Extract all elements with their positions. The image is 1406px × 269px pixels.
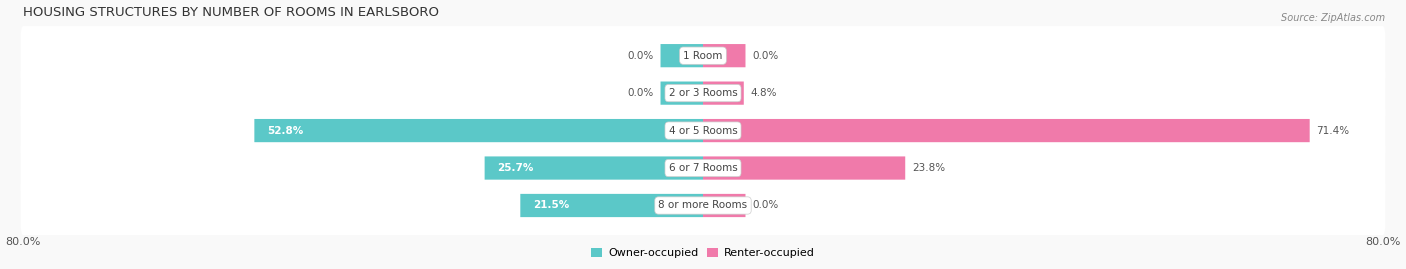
Text: 21.5%: 21.5% bbox=[533, 200, 569, 211]
Text: 52.8%: 52.8% bbox=[267, 126, 304, 136]
FancyBboxPatch shape bbox=[661, 82, 703, 105]
FancyBboxPatch shape bbox=[21, 139, 1385, 198]
FancyBboxPatch shape bbox=[703, 157, 905, 180]
FancyBboxPatch shape bbox=[703, 119, 1309, 142]
FancyBboxPatch shape bbox=[703, 44, 745, 67]
FancyBboxPatch shape bbox=[21, 101, 1385, 160]
Text: 25.7%: 25.7% bbox=[498, 163, 534, 173]
Text: 23.8%: 23.8% bbox=[912, 163, 945, 173]
Text: 4.8%: 4.8% bbox=[751, 88, 778, 98]
Text: 0.0%: 0.0% bbox=[627, 51, 654, 61]
FancyBboxPatch shape bbox=[21, 176, 1385, 235]
Text: 6 or 7 Rooms: 6 or 7 Rooms bbox=[669, 163, 737, 173]
FancyBboxPatch shape bbox=[21, 63, 1385, 123]
FancyBboxPatch shape bbox=[254, 119, 703, 142]
Text: 2 or 3 Rooms: 2 or 3 Rooms bbox=[669, 88, 737, 98]
FancyBboxPatch shape bbox=[520, 194, 703, 217]
FancyBboxPatch shape bbox=[485, 157, 703, 180]
FancyBboxPatch shape bbox=[703, 194, 745, 217]
Text: HOUSING STRUCTURES BY NUMBER OF ROOMS IN EARLSBORO: HOUSING STRUCTURES BY NUMBER OF ROOMS IN… bbox=[24, 6, 439, 19]
FancyBboxPatch shape bbox=[703, 82, 744, 105]
Text: Source: ZipAtlas.com: Source: ZipAtlas.com bbox=[1281, 13, 1385, 23]
Text: 4 or 5 Rooms: 4 or 5 Rooms bbox=[669, 126, 737, 136]
Text: 1 Room: 1 Room bbox=[683, 51, 723, 61]
Text: 8 or more Rooms: 8 or more Rooms bbox=[658, 200, 748, 211]
Text: 0.0%: 0.0% bbox=[752, 200, 779, 211]
Text: 71.4%: 71.4% bbox=[1316, 126, 1350, 136]
Legend: Owner-occupied, Renter-occupied: Owner-occupied, Renter-occupied bbox=[586, 243, 820, 263]
FancyBboxPatch shape bbox=[21, 26, 1385, 85]
Text: 0.0%: 0.0% bbox=[752, 51, 779, 61]
FancyBboxPatch shape bbox=[661, 44, 703, 67]
Text: 0.0%: 0.0% bbox=[627, 88, 654, 98]
